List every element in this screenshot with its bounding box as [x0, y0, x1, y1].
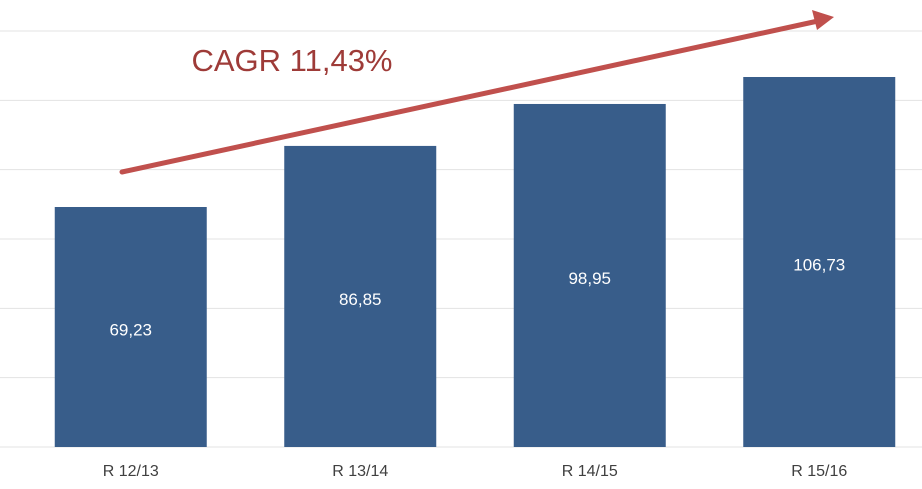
bar: [284, 145, 437, 448]
bar: [54, 207, 207, 447]
x-tick-label: R 15/16: [791, 463, 847, 480]
value-label: 69,23: [109, 320, 152, 339]
bar: [513, 103, 666, 448]
x-tick-label: R 14/15: [562, 463, 618, 480]
bars: 69,23 86,85 98,95 106,73: [54, 77, 896, 448]
value-label: 106,73: [793, 255, 845, 274]
cagr-annotation: CAGR 11,43%: [191, 43, 392, 78]
bar: [743, 77, 896, 447]
trend-arrow: [119, 18, 821, 175]
arrow-head: [812, 10, 834, 30]
x-tick-label: R 13/14: [332, 463, 388, 480]
value-label: 98,95: [568, 269, 611, 288]
value-label: 86,85: [339, 290, 382, 309]
x-tick-label: R 12/13: [103, 463, 159, 480]
